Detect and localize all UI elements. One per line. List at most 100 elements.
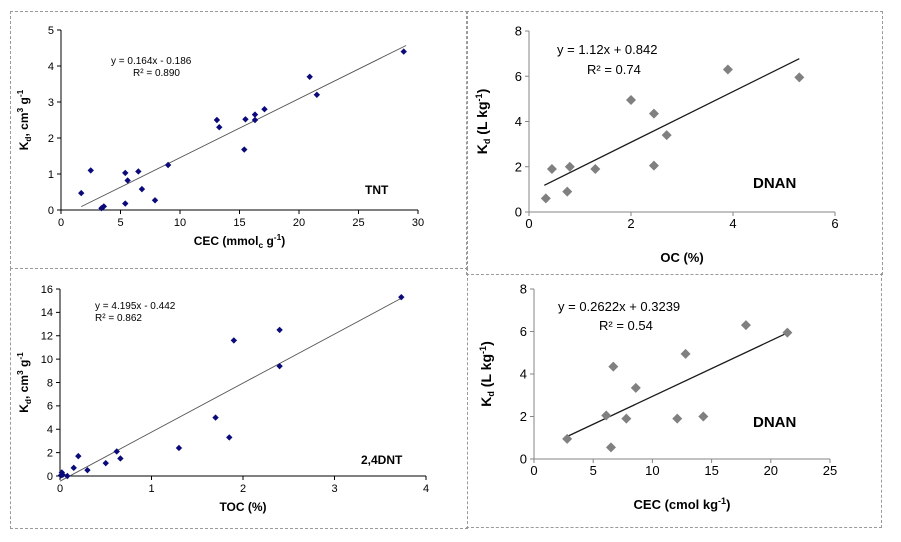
x-tick-label: 25: [352, 217, 364, 229]
data-point: [84, 466, 91, 474]
x-tick-label: 20: [293, 217, 305, 229]
trend-line: [81, 45, 407, 208]
data-point: [64, 472, 71, 480]
y-tick-label: 2: [515, 159, 522, 174]
data-point: [251, 116, 259, 124]
r-squared: R² = 0.74: [587, 62, 641, 77]
data-point: [672, 413, 683, 424]
y-tick-label: 10: [41, 354, 53, 366]
y-tick-label: 2: [520, 409, 527, 424]
y-tick-label: 4: [515, 114, 522, 129]
data-point: [87, 167, 94, 174]
data-point: [621, 413, 632, 424]
x-tick-label: 0: [57, 483, 63, 495]
data-point: [241, 146, 248, 153]
data-point: [608, 361, 619, 372]
y-tick-label: 12: [41, 331, 53, 343]
x-axis-label: TOC (%): [219, 500, 266, 514]
x-tick-label: 2: [627, 216, 634, 231]
trend-line: [544, 58, 800, 186]
data-point: [113, 448, 120, 455]
y-tick-label: 8: [515, 24, 522, 39]
y-tick-label: 4: [48, 61, 54, 73]
data-point: [59, 471, 66, 479]
data-point: [306, 73, 313, 80]
y-tick-label: 6: [515, 69, 522, 84]
series-label: DNAN: [753, 175, 796, 192]
y-tick-label: 6: [520, 324, 527, 339]
data-point: [226, 434, 233, 441]
trend-equation: y = 0.2622x + 0.3239: [558, 299, 680, 314]
x-tick-label: 5: [590, 463, 597, 478]
r-squared: R² = 0.54: [599, 318, 653, 333]
data-point: [151, 197, 159, 204]
data-point: [175, 444, 183, 452]
chart-panel-24dnt: 0 1 2 3 4 0 2 4 6 8 10 12 14 16 y = 4.195x - 0.442 R² =…: [10, 268, 468, 529]
data-point: [230, 337, 238, 344]
x-axis-label: CEC (mmolc g-1): [194, 232, 285, 250]
chart-dnan-oc: 0 2 4 6 0 2 4 6 8 y = 1.12x + 0.842 R² = 0.74 DNAN O…: [474, 24, 839, 265]
data-point: [564, 161, 575, 172]
data-point: [601, 410, 612, 421]
x-tick-label: 1: [148, 483, 154, 495]
y-axis-label: Kd (L kg-1): [478, 341, 496, 407]
data-point: [626, 95, 636, 106]
chart-dnan-cec: 0 5 10 15 20 25 0 2 4 6 8 y = 0.2622x + 0.3239 R² = …: [478, 282, 837, 512]
data-point: [313, 91, 321, 98]
y-tick-label: 14: [41, 307, 53, 319]
y-tick-label: 8: [47, 377, 53, 389]
r-squared: R² = 0.862: [95, 313, 142, 324]
data-point: [562, 186, 573, 197]
y-tick-label: 6: [47, 401, 53, 413]
x-tick-label: 0: [525, 216, 532, 231]
data-point: [722, 64, 733, 75]
series-label: 2,4DNT: [361, 453, 403, 467]
data-point: [698, 411, 709, 422]
data-point: [648, 108, 659, 119]
data-point: [398, 293, 405, 301]
y-tick-label: 2: [48, 133, 54, 145]
trend-equation: y = 4.195x - 0.442: [95, 301, 176, 312]
x-tick-label: 30: [412, 217, 424, 229]
chart-panel-tnt: 0 5 10 15 20 25 30 0 1 2 3 4 5 y = 0.164x - 0.186 R² =…: [10, 11, 468, 269]
data-point: [276, 326, 283, 334]
y-tick-label: 0: [515, 205, 522, 220]
data-point: [276, 362, 283, 370]
data-point: [164, 161, 172, 169]
data-point: [680, 348, 691, 359]
x-axis-label: OC (%): [660, 250, 703, 265]
x-tick-label: 10: [174, 217, 186, 229]
data-point: [70, 464, 77, 472]
x-tick-label: 2: [240, 483, 246, 495]
y-tick-label: 0: [47, 471, 53, 483]
data-point: [100, 203, 108, 210]
data-point: [630, 382, 641, 393]
x-tick-label: 0: [530, 463, 537, 478]
trend-equation: y = 1.12x + 0.842: [557, 42, 657, 57]
y-tick-label: 5: [48, 25, 54, 37]
data-point: [102, 459, 109, 467]
y-tick-label: 0: [520, 452, 527, 467]
data-point: [122, 169, 129, 177]
r-squared: R² = 0.890: [133, 68, 180, 79]
data-point: [251, 111, 259, 118]
x-tick-label: 3: [331, 483, 337, 495]
x-tick-label: 4: [729, 216, 736, 231]
x-tick-label: 5: [117, 217, 123, 229]
data-point: [648, 160, 659, 171]
x-tick-label: 15: [233, 217, 245, 229]
y-tick-label: 3: [48, 97, 54, 109]
data-point: [124, 177, 131, 184]
data-point: [138, 185, 146, 193]
data-point: [117, 455, 124, 462]
y-tick-label: 1: [48, 169, 54, 181]
data-point: [78, 189, 85, 197]
trend-equation: y = 0.164x - 0.186: [111, 56, 192, 67]
data-point: [590, 164, 601, 175]
data-point: [540, 193, 551, 204]
chart-panel-dnan-cec: 0 5 10 15 20 25 0 2 4 6 8 y = 0.2622x + 0.3239 R² = …: [466, 273, 882, 528]
data-point: [213, 116, 221, 124]
y-axis-label: Kd (L kg-1): [474, 89, 492, 155]
